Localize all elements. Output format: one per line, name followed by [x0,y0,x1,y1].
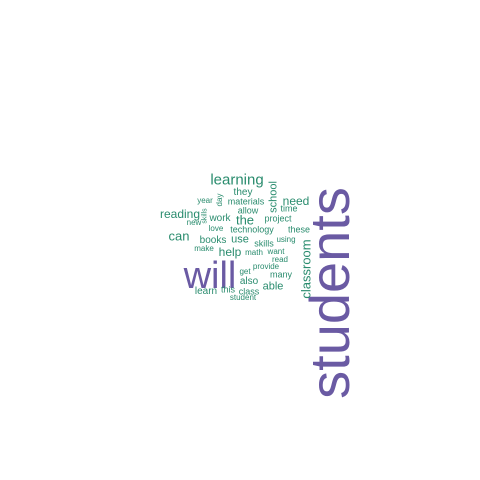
word-need: need [282,194,310,208]
word-school: school [267,181,280,213]
word-using: using [276,235,296,244]
word-allow: allow [237,205,259,216]
word-books: books [199,235,227,246]
word-many: many [269,269,293,280]
word-want: want [267,247,285,256]
word-learn: learn [194,286,218,297]
word-skills-vert: skills [201,208,209,224]
word-materials: materials [227,196,265,207]
word-technology: technology [230,224,274,235]
word-get: get [239,267,251,276]
word-time: time [280,203,298,214]
word-able: able [262,280,284,293]
word-reading: reading [159,207,201,221]
word-help: help [218,245,242,259]
word-class: class [238,286,260,297]
word-will: will [183,255,237,297]
word-also: also [239,276,259,287]
word-they: they [233,187,253,198]
word-classroom: classroom [298,239,314,299]
word-day: day [215,193,224,207]
word-love: love [208,224,224,233]
word-read: read [271,255,289,264]
word-make: make [194,244,214,253]
word-math: math [245,248,263,257]
word-can: can [168,228,190,244]
word-use: use [231,233,249,246]
word-new: new [186,218,202,227]
word-work: work [209,213,231,224]
word-learning: learning [210,171,264,189]
word-the: the [235,212,255,228]
word-these: these [287,224,311,235]
word-project: project [264,213,292,224]
word-provide: provide [252,262,280,271]
word-skills: skills [254,238,274,249]
word-year: year [197,196,213,205]
word-student: student [229,293,257,302]
word-this: this [220,284,236,295]
